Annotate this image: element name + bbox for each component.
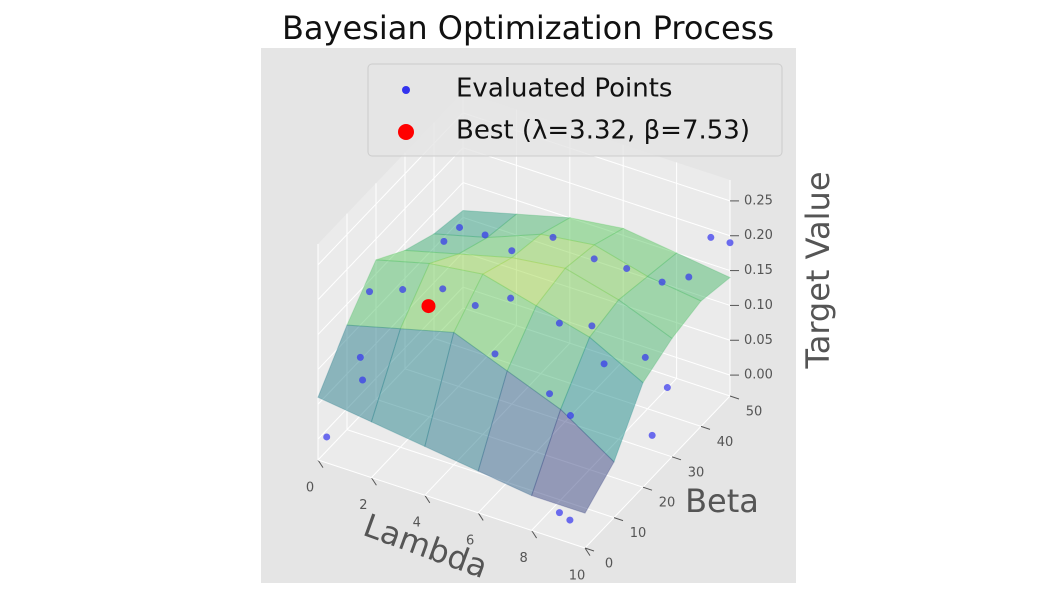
z-tick-label: 0.10 (744, 298, 773, 313)
y-tick (700, 425, 711, 430)
evaluated-point (399, 286, 407, 294)
z-tick-label: 0.05 (744, 333, 773, 348)
x-tick (477, 512, 484, 521)
grid-line (317, 459, 586, 549)
y-tick-label: 50 (746, 405, 763, 420)
scene: 0 2 4 6 8 10 0 10 20 30 40 50 0.00 0.05 0.10 0.15 0.20 0.… (306, 92, 773, 584)
x-tick (424, 494, 431, 504)
evaluated-point (323, 433, 331, 441)
legend: Evaluated Points Best (λ=3.32, β=7.53) (367, 63, 783, 157)
y-tick (613, 517, 624, 522)
legend-marker (398, 124, 414, 140)
evaluated-point (440, 237, 448, 245)
evaluated-point (359, 376, 367, 384)
evaluated-point (471, 301, 479, 309)
surface-patch (617, 275, 702, 340)
evaluated-point (623, 265, 631, 273)
y-tick-label: 30 (688, 465, 705, 480)
z-axis-label: Target Value (799, 171, 837, 369)
surface-patch (588, 299, 673, 384)
x-tick-label: 2 (359, 498, 367, 513)
legend-box (367, 63, 783, 157)
y-tick-label: 10 (630, 526, 647, 541)
z-tick-label: 0.15 (744, 263, 773, 278)
evaluated-point (566, 516, 574, 524)
evaluated-point (555, 509, 563, 517)
x-tick (584, 547, 591, 556)
grid-line (317, 147, 464, 301)
evaluated-point (658, 278, 666, 286)
evaluated-point (549, 233, 557, 241)
x-tick-label: 4 (413, 516, 421, 531)
evaluated-point (726, 239, 734, 247)
legend-marker (402, 86, 410, 94)
evaluated-point (508, 247, 516, 255)
evaluated-point (366, 288, 374, 296)
legend-label: Evaluated Points (456, 74, 672, 104)
evaluated-point (663, 384, 671, 392)
grid-line (462, 147, 731, 237)
evaluated-point (481, 231, 489, 239)
evaluated-point (555, 319, 563, 327)
best-point (421, 299, 436, 314)
y-tick (671, 456, 682, 461)
evaluated-point (600, 360, 608, 368)
y-tick (584, 547, 595, 552)
z-tick-label: 0.25 (744, 193, 773, 208)
evaluated-point (456, 223, 464, 231)
x-tick (531, 530, 538, 539)
y-tick-label: 20 (659, 496, 676, 511)
evaluated-point (566, 412, 574, 420)
x-tick-label: 8 (519, 551, 527, 566)
z-tick-label: 0.00 (744, 368, 773, 383)
evaluated-point (707, 233, 715, 241)
x-tick (370, 477, 377, 486)
evaluated-point (356, 353, 364, 361)
surface-patch (560, 336, 644, 463)
x-tick-label: 0 (306, 481, 314, 496)
legend-label: Best (λ=3.32, β=7.53) (456, 116, 750, 146)
evaluated-point (641, 353, 649, 361)
evaluated-point (588, 322, 596, 330)
y-tick (729, 395, 740, 400)
evaluated-point (439, 285, 447, 293)
evaluated-point (546, 390, 554, 398)
surface-patch (530, 408, 615, 514)
evaluated-point (590, 255, 598, 263)
y-tick-label: 0 (605, 557, 613, 572)
evaluated-point (507, 294, 515, 302)
chart-title: Bayesian Optimization Process (282, 9, 774, 47)
evaluated-point (685, 273, 693, 281)
x-tick-label: 6 (466, 533, 474, 548)
y-axis-label: Beta (685, 482, 759, 520)
x-tick (317, 459, 324, 468)
z-tick-label: 0.20 (744, 228, 773, 243)
y-tick-label: 40 (717, 435, 734, 450)
x-tick-label: 10 (569, 569, 586, 584)
evaluated-point (491, 350, 499, 358)
grid-line (584, 395, 731, 549)
y-tick (642, 486, 653, 491)
evaluated-point (648, 431, 656, 439)
